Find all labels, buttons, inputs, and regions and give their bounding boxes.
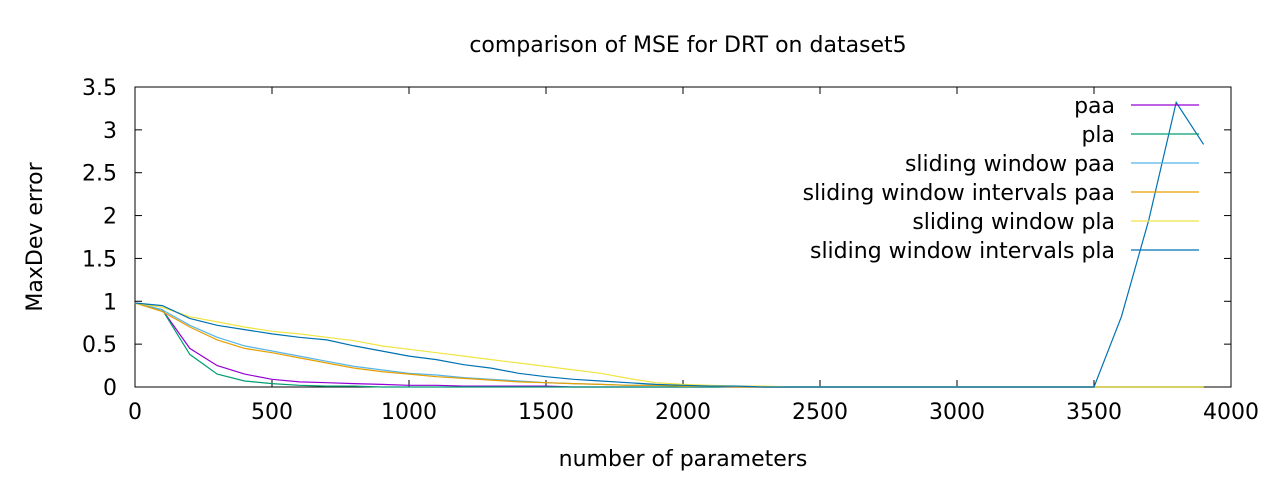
y-tick-label: 0 xyxy=(103,376,117,401)
x-tick-label: 2500 xyxy=(792,400,848,425)
series-line-paa xyxy=(134,302,1204,388)
legend-label: pla xyxy=(1081,123,1115,148)
y-tick-label: 3.5 xyxy=(82,76,117,101)
y-axis-ticks: 0 0.5 1 1.5 2 2.5 3 3.5 xyxy=(82,76,1231,401)
x-axis-title: number of parameters xyxy=(559,447,808,472)
x-axis-ticks: 0 500 1000 1500 2000 2500 3000 3500 4000 xyxy=(128,87,1259,425)
x-tick-label: 3000 xyxy=(929,400,985,425)
plot-frame xyxy=(134,86,1232,388)
series-lines xyxy=(134,100,1205,388)
legend-label: sliding window intervals paa xyxy=(803,181,1115,206)
legend-label: paa xyxy=(1074,94,1115,119)
legend: paa pla sliding window paa sliding window i… xyxy=(803,94,1199,264)
x-tick-label: 3500 xyxy=(1066,400,1122,425)
series-line-sliding-window-paa xyxy=(134,302,1204,388)
y-tick-label: 2 xyxy=(103,205,117,230)
x-tick-label: 500 xyxy=(251,400,293,425)
series-line-sliding-window-intervals-pla xyxy=(134,100,1205,388)
x-tick-label: 0 xyxy=(128,400,142,425)
y-tick-label: 0.5 xyxy=(82,333,117,358)
x-tick-label: 4000 xyxy=(1203,400,1259,425)
y-tick-label: 1.5 xyxy=(82,247,117,272)
y-tick-label: 3 xyxy=(103,119,117,144)
series-line-pla xyxy=(134,302,1204,388)
legend-label: sliding window pla xyxy=(912,210,1115,235)
x-tick-label: 1000 xyxy=(381,400,437,425)
x-tick-label: 1500 xyxy=(518,400,574,425)
y-axis-title: MaxDev error xyxy=(23,161,48,311)
y-tick-label: 1 xyxy=(103,290,117,315)
x-tick-label: 2000 xyxy=(655,400,711,425)
y-tick-label: 2.5 xyxy=(82,162,117,187)
series-line-sliding-window-intervals-paa xyxy=(134,302,1204,388)
legend-label: sliding window paa xyxy=(905,152,1115,177)
chart-title: comparison of MSE for DRT on dataset5 xyxy=(469,33,906,58)
legend-label: sliding window intervals pla xyxy=(810,239,1115,264)
series-line-sliding-window-pla xyxy=(134,302,1204,388)
